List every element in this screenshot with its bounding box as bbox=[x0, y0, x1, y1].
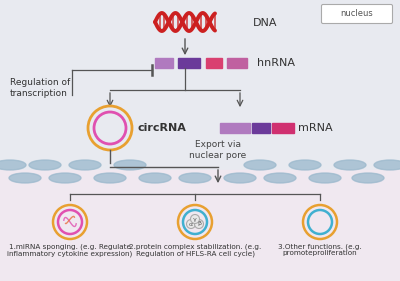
Bar bbox=[227, 58, 247, 68]
Bar bbox=[206, 58, 222, 68]
Text: nucleus: nucleus bbox=[341, 10, 373, 19]
Ellipse shape bbox=[29, 160, 61, 170]
Text: circRNA: circRNA bbox=[137, 123, 186, 133]
Ellipse shape bbox=[114, 160, 146, 170]
Bar bbox=[178, 58, 200, 68]
Ellipse shape bbox=[309, 173, 341, 183]
Text: 2.protein complex stabilization. (e.g.
Regulation of HFLS-RA cell cycle): 2.protein complex stabilization. (e.g. R… bbox=[129, 243, 261, 257]
Text: α: α bbox=[189, 221, 193, 226]
Ellipse shape bbox=[0, 160, 26, 170]
Circle shape bbox=[194, 219, 204, 228]
Circle shape bbox=[190, 214, 200, 223]
Ellipse shape bbox=[49, 173, 81, 183]
Text: Export via
nuclear pore: Export via nuclear pore bbox=[189, 140, 247, 160]
Text: β: β bbox=[197, 221, 201, 226]
Ellipse shape bbox=[94, 173, 126, 183]
FancyBboxPatch shape bbox=[322, 4, 392, 24]
Text: hnRNA: hnRNA bbox=[257, 58, 295, 68]
Ellipse shape bbox=[289, 160, 321, 170]
Ellipse shape bbox=[69, 160, 101, 170]
Text: Regulation of
transcription: Regulation of transcription bbox=[10, 78, 70, 98]
Ellipse shape bbox=[139, 173, 171, 183]
Ellipse shape bbox=[374, 160, 400, 170]
Ellipse shape bbox=[352, 173, 384, 183]
Bar bbox=[155, 58, 173, 68]
Bar bbox=[252, 123, 270, 133]
Ellipse shape bbox=[334, 160, 366, 170]
Text: DNA: DNA bbox=[253, 18, 278, 28]
Circle shape bbox=[186, 219, 196, 228]
Bar bbox=[220, 123, 250, 133]
Text: 3.Other functions. (e.g.
promoteproliferation: 3.Other functions. (e.g. promoteprolifer… bbox=[278, 243, 362, 257]
Ellipse shape bbox=[179, 173, 211, 183]
Ellipse shape bbox=[224, 173, 256, 183]
Text: mRNA: mRNA bbox=[298, 123, 333, 133]
Text: γ: γ bbox=[193, 216, 197, 221]
Ellipse shape bbox=[264, 173, 296, 183]
Ellipse shape bbox=[244, 160, 276, 170]
Bar bbox=[0, 0, 400, 185]
Ellipse shape bbox=[9, 173, 41, 183]
Text: 1.miRNA sponging. (e.g. Regulate
inflammatory cytokine expression): 1.miRNA sponging. (e.g. Regulate inflamm… bbox=[7, 243, 133, 257]
Bar bbox=[272, 123, 294, 133]
